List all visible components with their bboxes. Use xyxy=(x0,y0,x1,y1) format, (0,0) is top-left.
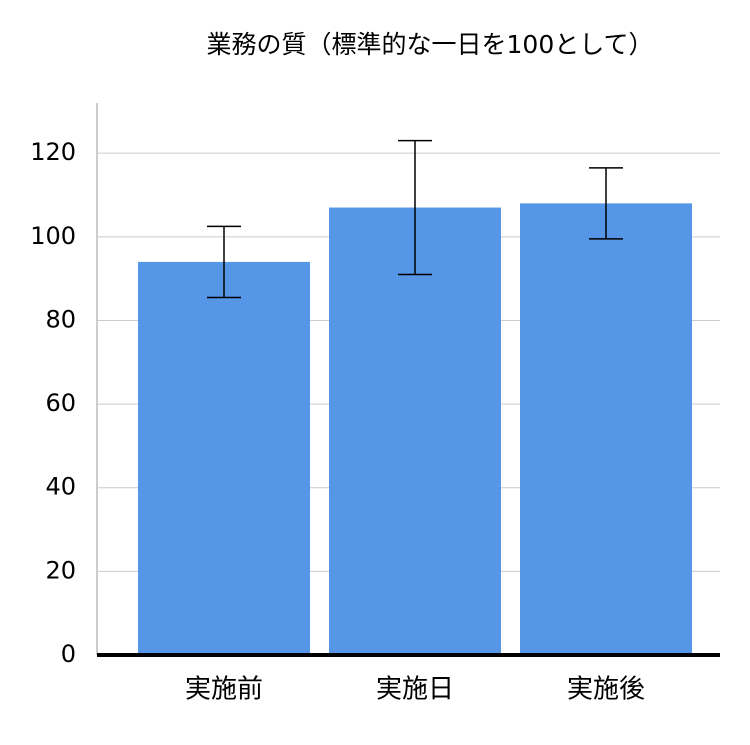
y-tick-label: 0 xyxy=(61,640,76,668)
y-tick-label: 100 xyxy=(30,222,76,250)
y-tick-label: 60 xyxy=(45,389,76,417)
error-bar xyxy=(589,167,623,240)
chart-title: 業務の質（標準的な一日を100として） xyxy=(207,30,654,59)
x-tick-label: 実施後 xyxy=(567,675,645,705)
bar xyxy=(520,203,692,655)
x-tick-label: 実施日 xyxy=(376,675,454,705)
y-tick-label: 40 xyxy=(45,473,76,501)
bar xyxy=(138,261,310,655)
y-tick-label: 120 xyxy=(30,138,76,166)
y-tick-label: 20 xyxy=(45,556,76,584)
x-tick-label: 実施前 xyxy=(185,675,263,705)
bar xyxy=(329,207,501,655)
error-bar xyxy=(207,225,241,299)
y-tick-label: 80 xyxy=(45,305,76,333)
error-bar xyxy=(398,139,432,276)
